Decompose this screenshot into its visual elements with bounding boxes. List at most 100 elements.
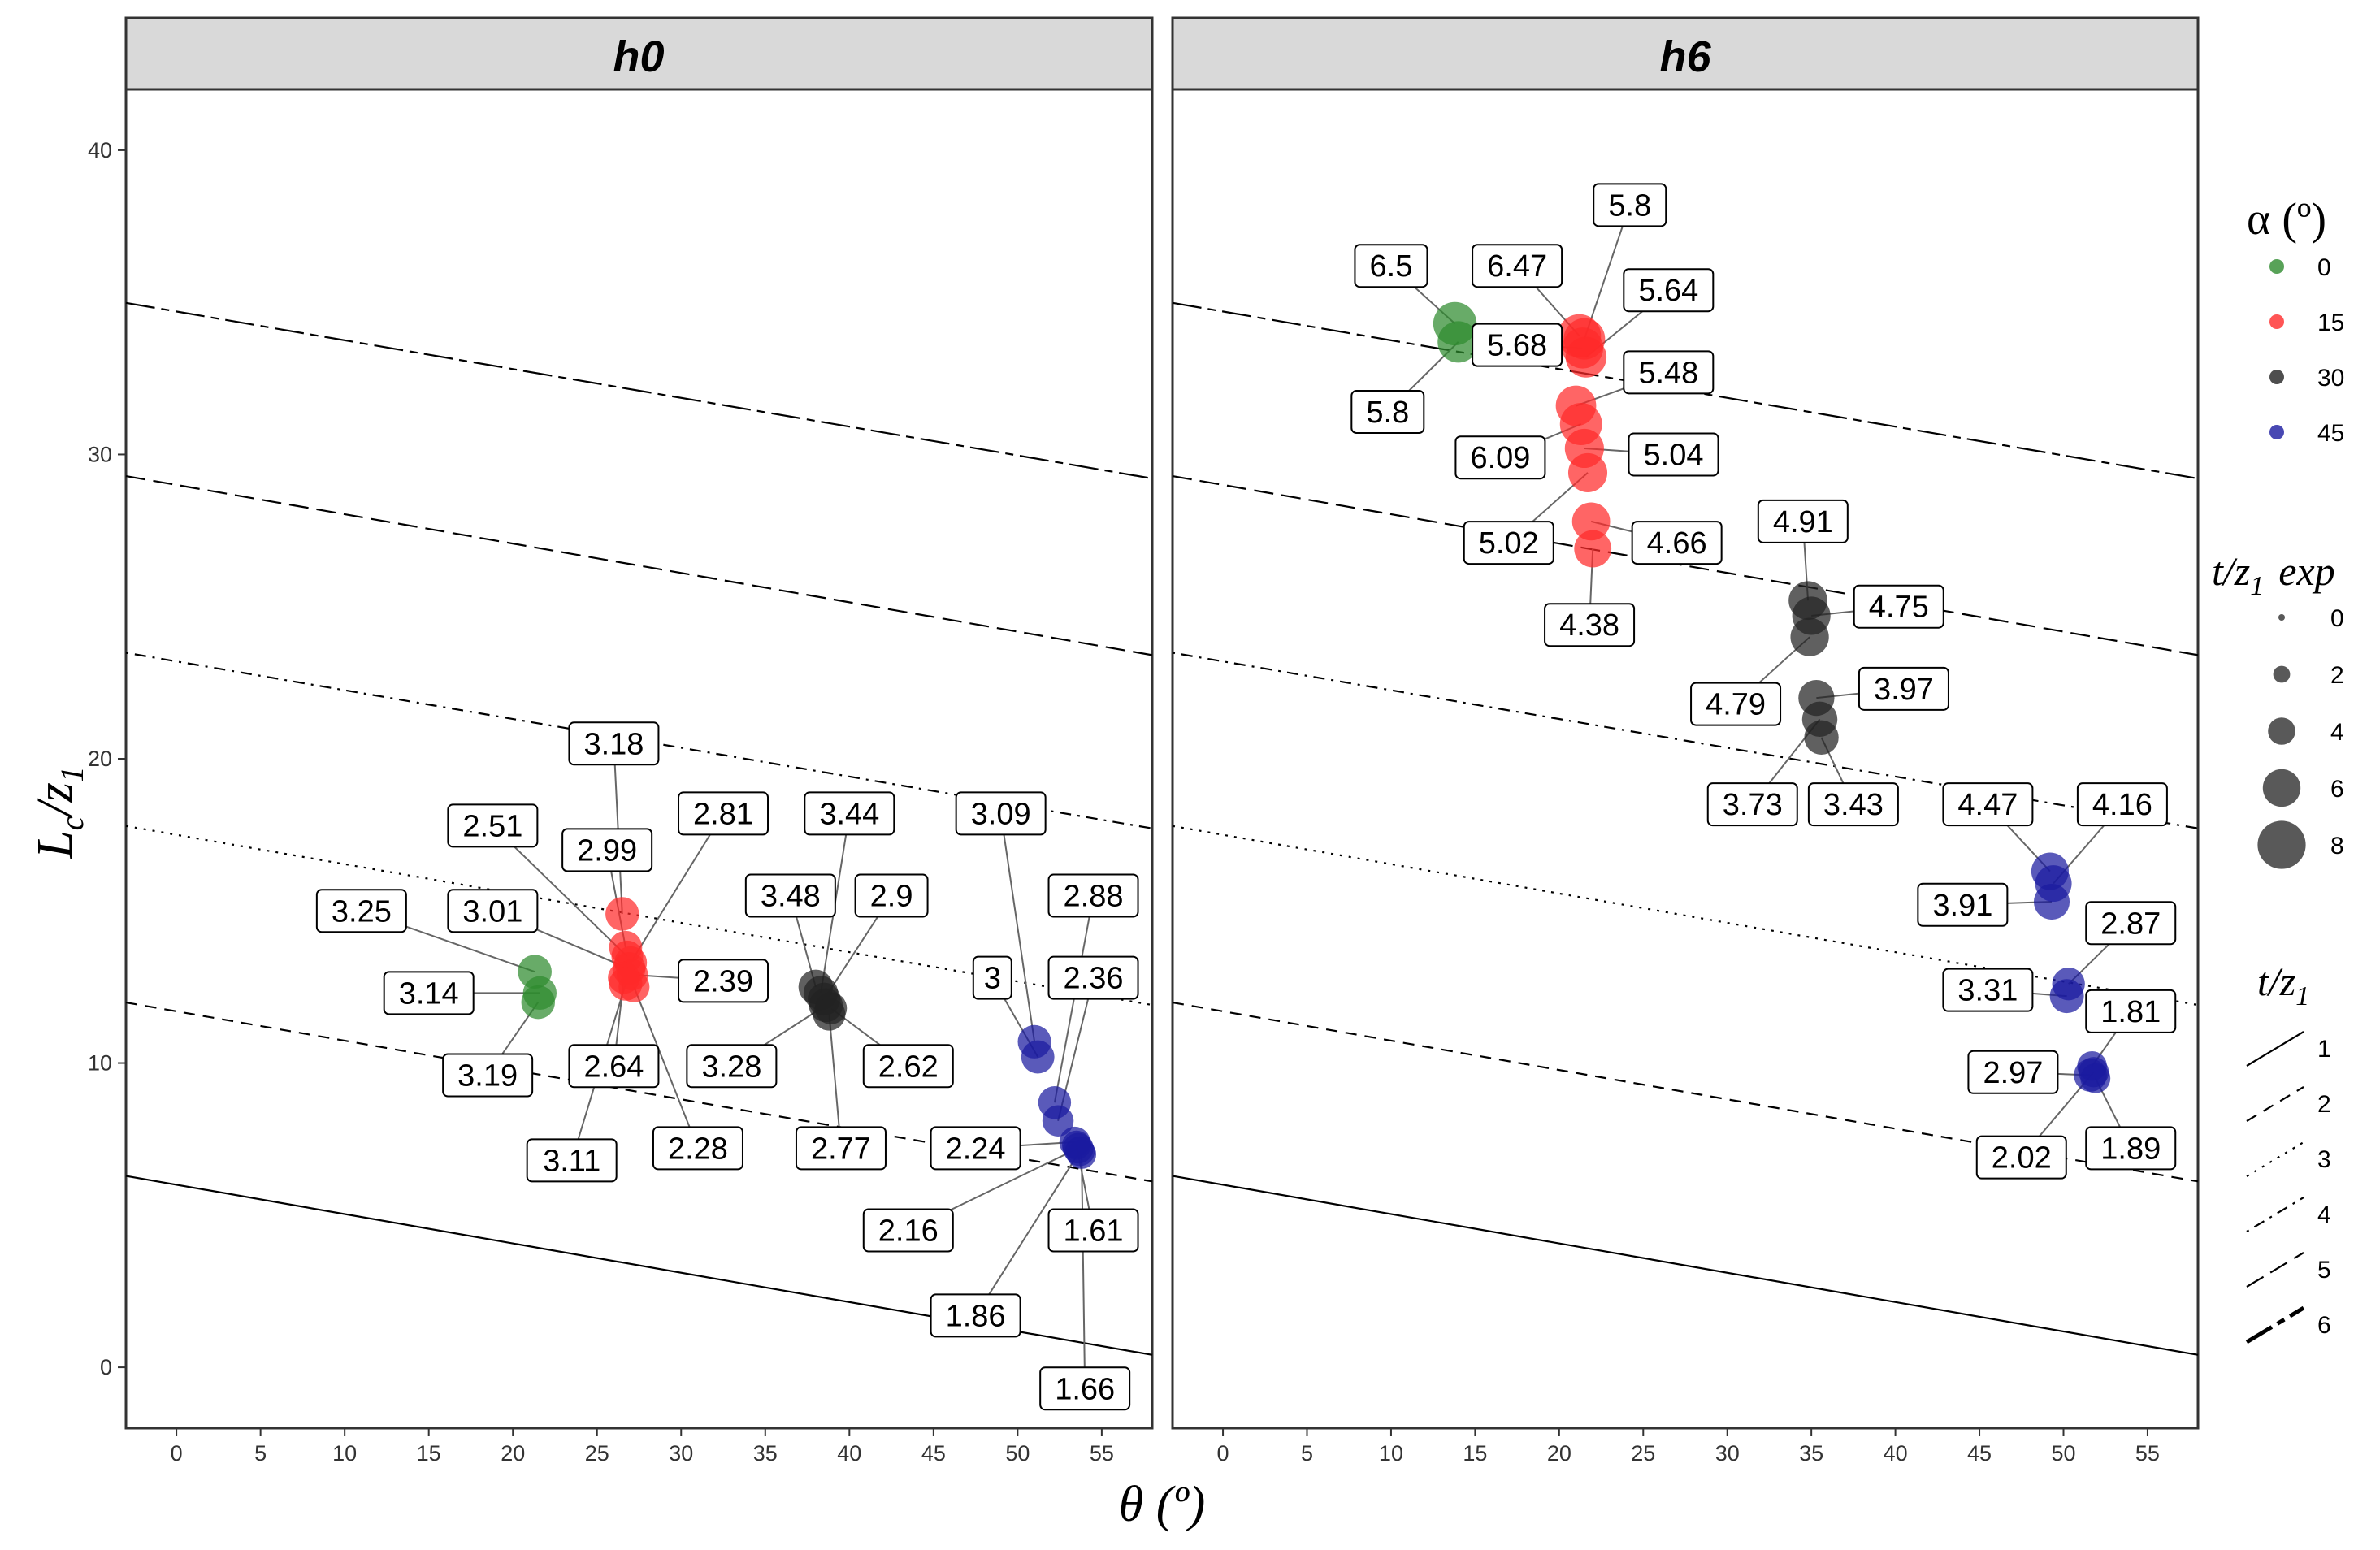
panel-h6: h6 6.5 5.8 6.47 5.8 5.68 5.64 5.48 6.09 5.04 5.02…	[1171, 16, 2200, 1466]
legend-size-label: 8	[2330, 833, 2344, 859]
strip-title-h6: h6	[1659, 32, 1711, 81]
point-label: 2.39	[678, 959, 769, 1003]
point-label: 2.87	[2085, 901, 2177, 946]
point-label-box	[1354, 244, 1428, 288]
legend-size-entries: 0 2 4 6 8	[2257, 605, 2344, 869]
point-label-box	[1623, 350, 1715, 395]
point-label-box	[930, 1126, 1021, 1171]
data-point	[1042, 1105, 1074, 1137]
data-point	[1790, 617, 1829, 656]
x-tick-label: 50	[2051, 1441, 2075, 1466]
point-label-box	[1942, 968, 2034, 1012]
point-label: 5.8	[1593, 183, 1667, 227]
point-label-box	[561, 828, 653, 872]
point-label: 4.91	[1757, 499, 1849, 543]
point-label: 5.68	[1472, 323, 1563, 367]
point-label-text: 2.88	[1064, 880, 1124, 914]
strip-h0	[124, 16, 1154, 91]
legend-alpha-swatch	[2269, 259, 2284, 274]
leader-line	[974, 1150, 1081, 1316]
point-label-box	[1858, 666, 1949, 711]
point-label-box	[1350, 390, 1425, 435]
y-title-main: L	[28, 830, 83, 859]
legend-linetype-label: 2	[2317, 1091, 2331, 1118]
point-label-text: 1.81	[2100, 995, 2161, 1029]
point-label-box	[678, 791, 769, 836]
legend-linetype-swatch	[2246, 1252, 2304, 1288]
data-point	[1804, 720, 1839, 755]
point-label-text: 4.38	[1559, 608, 1619, 643]
x-tick-label: 40	[1884, 1441, 1908, 1466]
point-label-box	[1047, 873, 1139, 918]
point-label-box	[1853, 584, 1944, 629]
data-point	[1021, 1040, 1055, 1074]
point-label-text: 1.89	[2100, 1132, 2161, 1166]
legend-size-title-sub: 1	[2250, 571, 2264, 601]
points-h0	[518, 897, 1097, 1169]
point-label: 1.86	[930, 1293, 1021, 1338]
point-label: 3.01	[447, 889, 539, 933]
x-tick-label: 15	[1463, 1441, 1487, 1466]
point-label: 3.97	[1858, 666, 1949, 711]
point-label-text: 5.8	[1366, 396, 1409, 430]
legend-size-title-suffix: exp	[2278, 548, 2334, 594]
legend-linetype-title-main: t/z	[2257, 959, 2295, 1004]
point-label-text: 3.25	[332, 894, 392, 929]
leader-line	[1583, 205, 1631, 340]
point-label-box	[1757, 499, 1849, 543]
point-label: 3.14	[383, 971, 475, 1015]
point-label-box	[1628, 432, 1719, 477]
point-label: 3.09	[955, 791, 1047, 836]
x-tick-label: 25	[1631, 1441, 1655, 1466]
x-tick-label: 10	[1379, 1441, 1403, 1466]
point-label: 1.81	[2085, 989, 2177, 1033]
x-tick-label: 0	[1217, 1441, 1229, 1466]
point-label-text: 6.09	[1470, 441, 1530, 475]
legend-linetype-title-sub: 1	[2295, 981, 2309, 1011]
point-label-box	[862, 1208, 954, 1253]
point-label-box	[1454, 435, 1546, 480]
legend-alpha-label: 15	[2317, 310, 2344, 336]
data-point	[2033, 883, 2070, 920]
point-label-text: 3.19	[457, 1059, 518, 1093]
data-point	[2049, 979, 2084, 1014]
data-point	[1571, 502, 1611, 541]
legend-linetype-title: t/z1	[2257, 959, 2309, 1011]
point-label-box	[568, 721, 660, 766]
point-label: 3.44	[804, 791, 895, 836]
point-label: 2.28	[652, 1126, 743, 1171]
point-label-box	[1975, 1135, 2067, 1180]
legend-alpha-swatch	[2269, 425, 2284, 439]
point-label-text: 5.8	[1608, 188, 1651, 223]
legend-linetype-entries: 1 2 3 4 5 6	[2245, 1031, 2331, 1344]
data-point	[1067, 1139, 1097, 1169]
legend-linetype-label: 5	[2317, 1257, 2331, 1284]
reference-line-tz4	[1172, 652, 2199, 829]
x-tick-label: 25	[585, 1441, 609, 1466]
x-tick-label: 30	[669, 1441, 693, 1466]
reference-line-tz6	[125, 301, 1153, 480]
strip-title-h0: h0	[613, 32, 664, 81]
data-point	[2080, 1063, 2111, 1093]
point-label: 2.64	[568, 1044, 660, 1089]
point-label: 3	[972, 955, 1012, 1000]
point-label-box	[955, 791, 1047, 836]
x-tick-label: 35	[1799, 1441, 1823, 1466]
point-label-box	[1472, 244, 1563, 288]
legend-linetype-label: 1	[2317, 1036, 2331, 1063]
point-label: 2.77	[795, 1126, 887, 1171]
point-label-box	[2085, 989, 2177, 1033]
reference-line-tz5	[1172, 474, 2199, 656]
data-point	[521, 985, 556, 1020]
point-label-box	[1472, 323, 1563, 367]
point-label-box	[686, 1044, 778, 1089]
point-label-text: 2.64	[583, 1050, 644, 1084]
x-tick-label: 45	[921, 1441, 946, 1466]
point-label-text: 4.66	[1647, 526, 1707, 561]
legend-linetype-swatch	[2246, 1141, 2304, 1177]
data-point	[1574, 530, 1612, 568]
point-label-text: 1.86	[946, 1299, 1006, 1333]
y-axis-title-text: Lc/z1	[28, 766, 90, 859]
